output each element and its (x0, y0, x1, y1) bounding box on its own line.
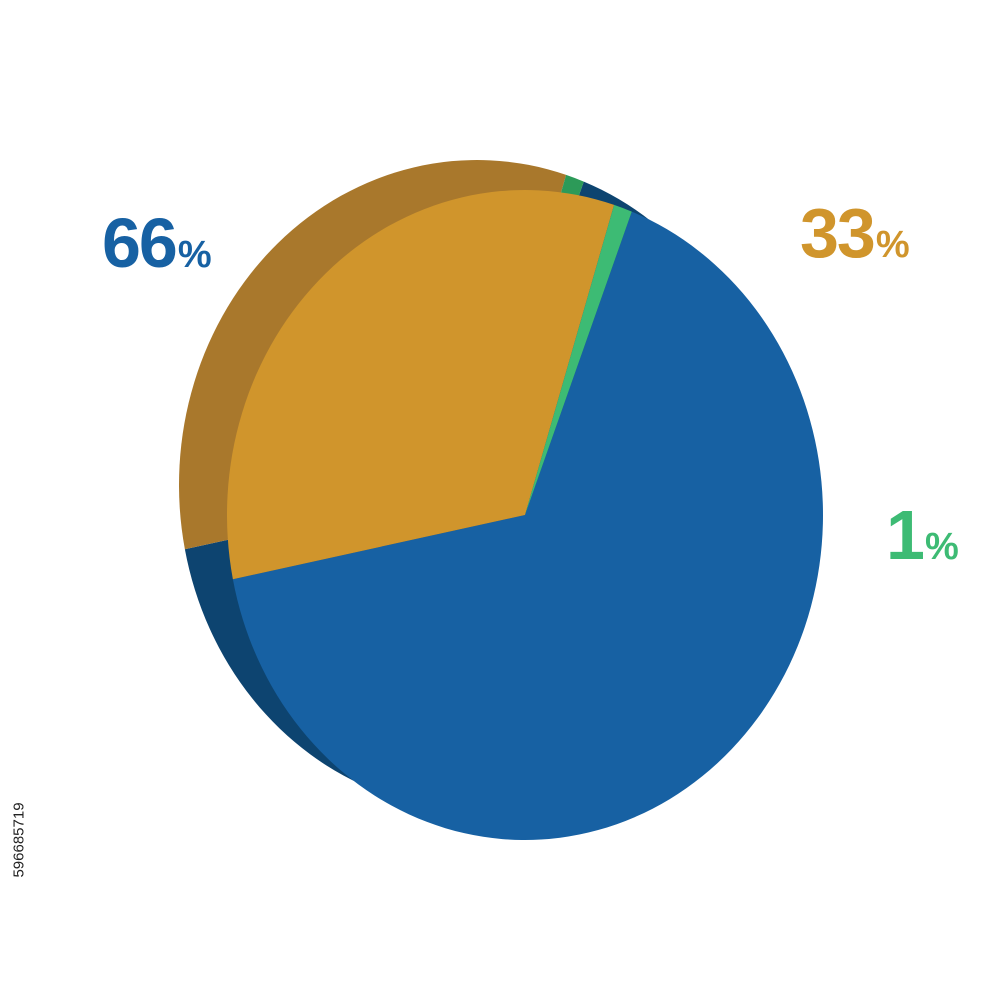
slice-label-66-value: 66 (102, 204, 178, 282)
pie-slice-33 (226, 189, 615, 580)
pie-slice-1 (525, 204, 632, 515)
slice-label-1-symbol: % (924, 526, 959, 568)
slice-label-66-symbol: % (177, 234, 212, 276)
slice-label-1: 1% (886, 500, 959, 570)
slice-label-33-value: 33 (800, 194, 876, 272)
side-id-value: 596685719 (10, 802, 28, 878)
slice-label-1-value: 1 (886, 496, 925, 574)
pie-slice-66 (232, 211, 823, 840)
side-id-text: 596685719 (4, 770, 34, 910)
slice-label-66: 66% (102, 208, 212, 278)
slice-label-33: 33% (800, 198, 910, 268)
slice-label-33-symbol: % (875, 224, 910, 266)
